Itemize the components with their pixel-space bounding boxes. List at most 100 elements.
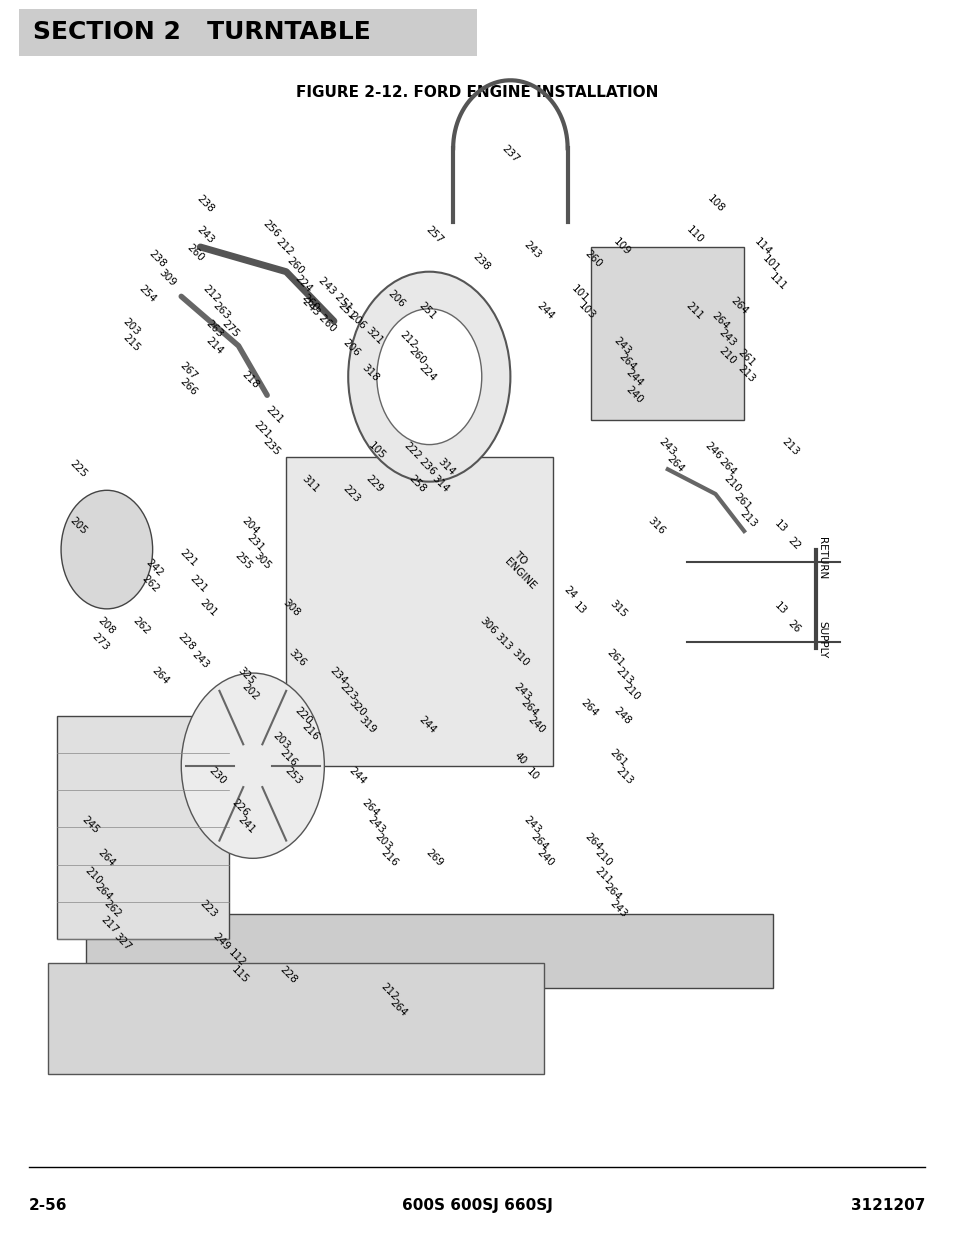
Text: 267: 267 — [178, 359, 199, 382]
Text: 229: 229 — [363, 473, 384, 495]
Text: 262: 262 — [131, 615, 152, 637]
Text: 245: 245 — [80, 814, 101, 836]
Text: 13: 13 — [771, 517, 788, 535]
Text: 243: 243 — [716, 327, 737, 350]
Text: 308: 308 — [280, 597, 301, 619]
Text: 111: 111 — [766, 270, 787, 293]
Text: 223: 223 — [197, 898, 218, 920]
Text: 251: 251 — [335, 300, 356, 322]
Text: 255: 255 — [233, 550, 253, 572]
Text: 314: 314 — [430, 473, 451, 495]
Text: 326: 326 — [287, 647, 308, 669]
Text: 112: 112 — [226, 947, 247, 969]
Text: 226: 226 — [230, 797, 251, 819]
Circle shape — [61, 490, 152, 609]
Text: 13: 13 — [571, 600, 588, 618]
Text: 234: 234 — [328, 664, 349, 687]
Text: 261: 261 — [604, 647, 625, 669]
Bar — [29, 105, 924, 1161]
Text: 244: 244 — [347, 764, 368, 787]
Text: 114: 114 — [752, 236, 773, 258]
Text: 210: 210 — [716, 345, 737, 367]
Text: ENGINE: ENGINE — [502, 557, 537, 592]
Text: 319: 319 — [356, 714, 377, 736]
Text: 241: 241 — [235, 814, 256, 836]
Text: 105: 105 — [366, 440, 387, 462]
Text: 236: 236 — [416, 456, 437, 478]
Text: 243: 243 — [607, 898, 628, 920]
Text: 313: 313 — [493, 631, 514, 653]
Text: 327: 327 — [112, 931, 132, 953]
Text: 240: 240 — [525, 714, 546, 736]
Text: 40: 40 — [511, 750, 528, 767]
Text: 264: 264 — [150, 664, 171, 687]
Text: 237: 237 — [499, 143, 520, 165]
Text: 243: 243 — [611, 335, 632, 357]
Text: 201: 201 — [197, 597, 218, 619]
Text: 321: 321 — [363, 325, 384, 347]
Text: 210: 210 — [592, 847, 613, 869]
Text: 228: 228 — [175, 631, 196, 653]
Text: 221: 221 — [188, 573, 209, 595]
Text: 224: 224 — [416, 362, 437, 384]
Text: 238: 238 — [194, 193, 215, 215]
Text: 203: 203 — [271, 730, 292, 752]
Text: 22: 22 — [784, 535, 801, 552]
Text: 204: 204 — [239, 515, 260, 537]
Text: 264: 264 — [518, 697, 539, 719]
Text: 205: 205 — [68, 515, 89, 537]
Text: 260: 260 — [185, 242, 206, 264]
Text: 216: 216 — [277, 747, 298, 769]
Circle shape — [348, 272, 510, 482]
Text: 13: 13 — [771, 600, 788, 618]
Text: 224: 224 — [293, 273, 314, 295]
Text: 26: 26 — [784, 618, 801, 635]
Text: 310: 310 — [509, 647, 530, 669]
Text: 213: 213 — [779, 436, 800, 458]
Text: 203: 203 — [121, 316, 142, 338]
Text: 110: 110 — [683, 224, 704, 246]
Text: 222: 222 — [401, 440, 422, 462]
Text: 24: 24 — [561, 584, 578, 601]
Text: 315: 315 — [607, 598, 628, 620]
Text: 275: 275 — [220, 317, 241, 340]
Text: 325: 325 — [235, 664, 256, 687]
Text: 257: 257 — [423, 224, 444, 246]
Text: 243 251: 243 251 — [316, 275, 355, 312]
Text: RETURN: RETURN — [817, 537, 826, 579]
Circle shape — [181, 673, 324, 858]
Text: 260: 260 — [285, 254, 306, 277]
Text: 266: 266 — [178, 375, 199, 398]
Text: 264: 264 — [92, 881, 113, 903]
FancyBboxPatch shape — [86, 914, 772, 988]
Text: 262: 262 — [102, 898, 123, 920]
Text: 225: 225 — [68, 458, 89, 480]
Text: 242: 242 — [144, 557, 165, 579]
Text: 212: 212 — [397, 329, 418, 351]
Text: 228: 228 — [277, 963, 298, 986]
Text: 260: 260 — [407, 345, 428, 367]
Text: 230: 230 — [207, 764, 228, 787]
Text: 258: 258 — [407, 473, 428, 495]
Text: 240: 240 — [535, 847, 556, 869]
Text: 108: 108 — [704, 193, 725, 215]
Text: 103: 103 — [576, 300, 597, 322]
Text: 243: 243 — [366, 814, 387, 836]
Text: SUPPLY: SUPPLY — [817, 621, 826, 658]
Text: 214: 214 — [204, 335, 225, 357]
Text: 215: 215 — [121, 332, 142, 354]
Text: 210: 210 — [83, 864, 104, 887]
Text: 251: 251 — [416, 300, 437, 322]
Text: 210: 210 — [620, 680, 641, 703]
Text: 235: 235 — [261, 436, 282, 458]
Text: 263: 263 — [204, 317, 225, 340]
Text: 240: 240 — [623, 384, 644, 406]
Text: 262: 262 — [140, 573, 161, 595]
Text: 203: 203 — [373, 831, 394, 853]
Text: 253: 253 — [283, 764, 304, 787]
Text: 320: 320 — [347, 697, 368, 719]
Text: 213: 213 — [738, 508, 759, 530]
FancyBboxPatch shape — [48, 963, 543, 1074]
Text: 263: 263 — [211, 300, 232, 322]
Text: SECTION 2   TURNTABLE: SECTION 2 TURNTABLE — [33, 20, 371, 44]
